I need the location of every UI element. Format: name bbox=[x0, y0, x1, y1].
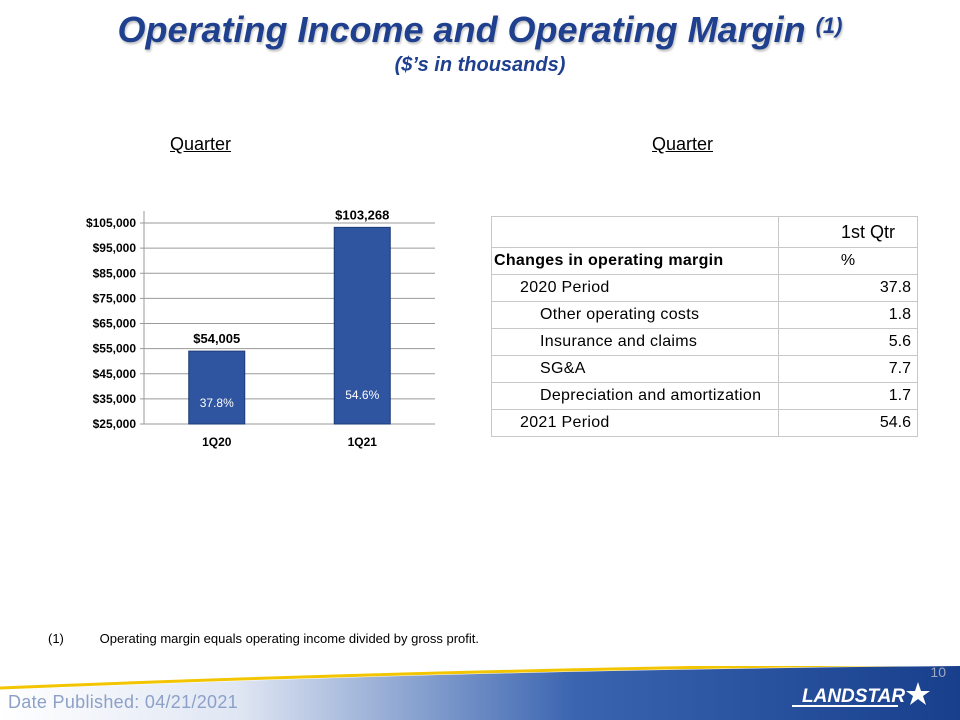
row-value: 7.7 bbox=[778, 355, 918, 383]
table-row: 2021 Period 54.6 bbox=[491, 409, 918, 437]
row-label: 2020 Period bbox=[491, 274, 779, 302]
row-value: 1.8 bbox=[778, 301, 918, 329]
footnote-text: Operating margin equals operating income… bbox=[99, 631, 479, 646]
chart-section-label: Quarter bbox=[170, 134, 232, 154]
table-subheader-unit: % bbox=[778, 247, 918, 275]
row-label: Depreciation and amortization bbox=[491, 382, 779, 410]
title-text: Operating Income and Operating Margin bbox=[117, 9, 806, 50]
table-row: 2020 Period 37.8 bbox=[491, 274, 918, 302]
bar-value-label: $103,268 bbox=[335, 207, 389, 222]
y-tick-label: $85,000 bbox=[93, 266, 137, 280]
logo-wordmark: LANDSTAR bbox=[802, 686, 905, 707]
page-subtitle: ($’s in thousands) bbox=[394, 54, 566, 76]
bar bbox=[333, 226, 391, 425]
row-value: 54.6 bbox=[778, 409, 918, 437]
row-value: 5.6 bbox=[778, 328, 918, 356]
table-row: SG&A 7.7 bbox=[491, 355, 918, 383]
table-subheader-row: Changes in operating margin % bbox=[491, 247, 918, 275]
x-tick-label: 1Q21 bbox=[348, 435, 378, 449]
table-row: Insurance and claims 5.6 bbox=[491, 328, 918, 356]
y-tick-label: $65,000 bbox=[93, 317, 137, 331]
y-tick-label: $55,000 bbox=[93, 342, 137, 356]
bar-margin-label: 37.8% bbox=[200, 396, 234, 410]
row-value: 1.7 bbox=[778, 382, 918, 410]
table-section-label: Quarter bbox=[652, 134, 714, 154]
bar-value-label: $54,005 bbox=[193, 331, 240, 346]
footer-blue-wave bbox=[0, 666, 960, 720]
row-label: Insurance and claims bbox=[491, 328, 779, 356]
page-title: Operating Income and Operating Margin (1… bbox=[0, 8, 960, 52]
footer-gold-stripe bbox=[0, 666, 907, 690]
bar-margin-label: 54.6% bbox=[345, 388, 379, 402]
y-tick-label: $95,000 bbox=[93, 241, 137, 255]
date-published: Date Published: 04/21/2021 bbox=[8, 692, 238, 712]
row-label: 2021 Period bbox=[491, 409, 779, 437]
table-header-blank bbox=[491, 216, 779, 248]
operating-margin-table: 1st Qtr Changes in operating margin % 20… bbox=[491, 216, 918, 437]
page-number: 10 bbox=[930, 664, 946, 680]
footnote-number: (1) bbox=[48, 631, 64, 646]
table-header-row: 1st Qtr bbox=[491, 216, 918, 248]
table-subheader-label: Changes in operating margin bbox=[491, 247, 779, 275]
footnote: (1) Operating margin equals operating in… bbox=[48, 631, 479, 646]
y-tick-label: $75,000 bbox=[93, 291, 137, 305]
footer-band bbox=[0, 666, 960, 720]
y-tick-label: $105,000 bbox=[86, 216, 136, 230]
title-footnote-mark: (1) bbox=[815, 13, 843, 38]
row-label: SG&A bbox=[491, 355, 779, 383]
landstar-logo: LANDSTAR bbox=[792, 682, 930, 707]
y-tick-label: $25,000 bbox=[93, 417, 137, 431]
bar bbox=[188, 350, 246, 425]
operating-income-chart: $25,000 $35,000 $45,000 $55,000 $65,000 $75,0… bbox=[86, 207, 435, 449]
row-value: 37.8 bbox=[778, 274, 918, 302]
x-tick-label: 1Q20 bbox=[202, 435, 232, 449]
row-label: Other operating costs bbox=[491, 301, 779, 329]
star-icon bbox=[906, 682, 930, 705]
table-header-period: 1st Qtr bbox=[778, 216, 918, 248]
y-tick-label: $35,000 bbox=[93, 392, 137, 406]
table-row: Other operating costs 1.8 bbox=[491, 301, 918, 329]
y-tick-label: $45,000 bbox=[93, 367, 137, 381]
table-row: Depreciation and amortization 1.7 bbox=[491, 382, 918, 410]
